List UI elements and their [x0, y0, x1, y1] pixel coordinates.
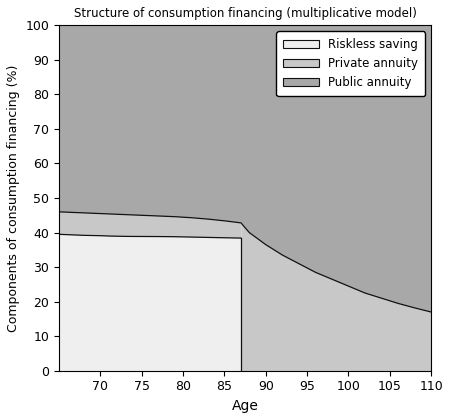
Title: Structure of consumption financing (multiplicative model): Structure of consumption financing (mult…: [74, 7, 417, 20]
X-axis label: Age: Age: [232, 399, 259, 413]
Y-axis label: Components of consumption financing (%): Components of consumption financing (%): [7, 64, 20, 332]
Legend: Riskless saving, Private annuity, Public annuity: Riskless saving, Private annuity, Public…: [276, 31, 425, 96]
